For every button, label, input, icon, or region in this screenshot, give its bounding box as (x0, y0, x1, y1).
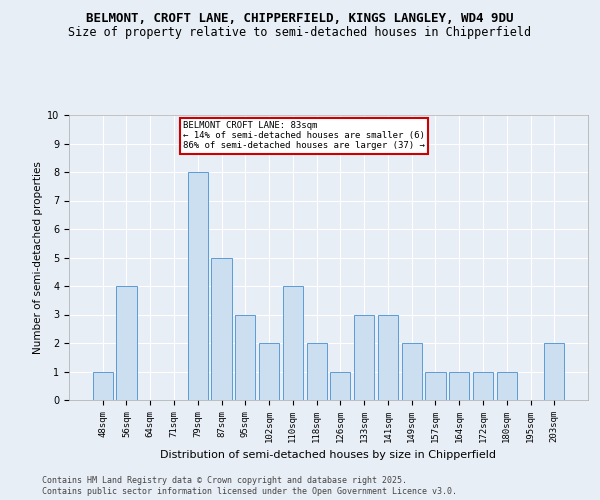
Bar (259, 343, 279, 400)
Bar (401, 343, 422, 400)
Bar (497, 372, 517, 400)
Bar (211, 258, 232, 400)
Bar (92, 372, 113, 400)
Bar (425, 372, 446, 400)
Text: Contains public sector information licensed under the Open Government Licence v3: Contains public sector information licen… (42, 487, 457, 496)
Bar (116, 286, 137, 400)
Bar (188, 172, 208, 400)
Bar (307, 343, 327, 400)
Text: Contains HM Land Registry data © Crown copyright and database right 2025.: Contains HM Land Registry data © Crown c… (42, 476, 407, 485)
Bar (544, 343, 565, 400)
Bar (330, 372, 350, 400)
Bar (449, 372, 469, 400)
Bar (354, 314, 374, 400)
Bar (378, 314, 398, 400)
Bar (235, 314, 256, 400)
X-axis label: Distribution of semi-detached houses by size in Chipperfield: Distribution of semi-detached houses by … (161, 450, 497, 460)
Bar (283, 286, 303, 400)
Text: BELMONT CROFT LANE: 83sqm
← 14% of semi-detached houses are smaller (6)
86% of s: BELMONT CROFT LANE: 83sqm ← 14% of semi-… (183, 120, 425, 150)
Y-axis label: Number of semi-detached properties: Number of semi-detached properties (33, 161, 43, 354)
Text: BELMONT, CROFT LANE, CHIPPERFIELD, KINGS LANGLEY, WD4 9DU: BELMONT, CROFT LANE, CHIPPERFIELD, KINGS… (86, 12, 514, 26)
Bar (473, 372, 493, 400)
Text: Size of property relative to semi-detached houses in Chipperfield: Size of property relative to semi-detach… (68, 26, 532, 39)
